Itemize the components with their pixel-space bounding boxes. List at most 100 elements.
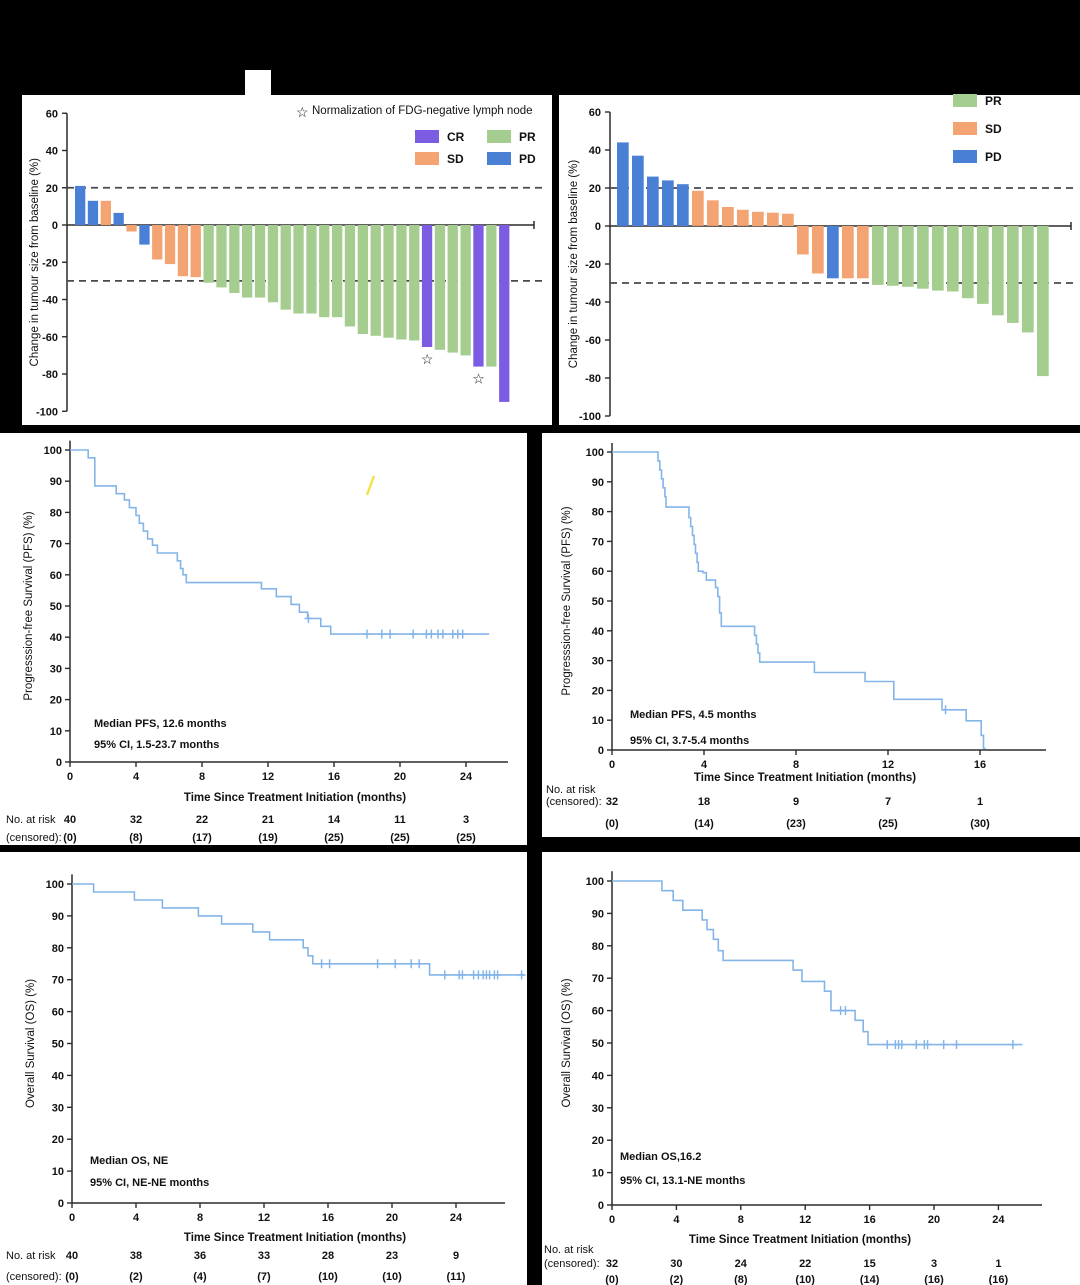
y-tick-label: 100 bbox=[586, 876, 604, 888]
risk-count: 38 bbox=[130, 1250, 142, 1262]
x-tick-label: 8 bbox=[197, 1212, 203, 1224]
y-tick-label: 40 bbox=[50, 632, 62, 644]
bar-pd bbox=[139, 225, 150, 245]
bar-pr bbox=[447, 225, 458, 353]
x-tick-label: 0 bbox=[609, 759, 615, 771]
y-tick-label: -60 bbox=[42, 332, 58, 344]
legend-note-star-icon: ☆ bbox=[296, 104, 309, 120]
censored-count: (25) bbox=[878, 818, 898, 830]
y-tick-label: 90 bbox=[592, 477, 604, 489]
legend-swatch-pr bbox=[953, 94, 977, 107]
y-tick-label: 10 bbox=[50, 726, 62, 738]
y-tick-label: -100 bbox=[579, 411, 601, 423]
bar-pr bbox=[267, 225, 279, 303]
bar-sd bbox=[152, 225, 163, 260]
risk-count: 40 bbox=[64, 814, 76, 826]
y-tick-label: 40 bbox=[46, 146, 58, 158]
legend-label-pd: PD bbox=[985, 150, 1002, 164]
y-tick-label: 20 bbox=[589, 183, 601, 195]
bar-pr bbox=[460, 225, 471, 356]
x-tick-label: 16 bbox=[322, 1212, 334, 1224]
y-tick-label: 10 bbox=[592, 715, 604, 727]
risk-count: 9 bbox=[453, 1250, 459, 1262]
x-tick-label: 16 bbox=[974, 759, 986, 771]
y-tick-label: 100 bbox=[586, 447, 604, 459]
bar-sd bbox=[752, 211, 764, 227]
legend-label-sd: SD bbox=[447, 152, 464, 166]
y-tick-label: -80 bbox=[585, 373, 601, 385]
risk-count: 22 bbox=[196, 814, 208, 826]
y-axis-label: Change in tumour size from baseline (%) bbox=[568, 160, 580, 369]
bar-pr bbox=[1007, 226, 1019, 323]
bar-pr bbox=[1037, 226, 1049, 377]
risk-count: 1 bbox=[995, 1258, 1001, 1270]
bar-pr bbox=[357, 225, 368, 334]
risk-count: 36 bbox=[194, 1250, 206, 1262]
y-axis-label: Progresssion-free Survival (PFS) (%) bbox=[23, 511, 35, 700]
y-tick-label: 10 bbox=[52, 1166, 64, 1178]
censored-count: (0) bbox=[605, 818, 619, 830]
censored-count: (2) bbox=[129, 1271, 143, 1283]
x-tick-label: 16 bbox=[328, 771, 340, 783]
y-tick-label: 50 bbox=[50, 601, 62, 613]
bar-pr bbox=[902, 226, 914, 287]
y-tick-label: 80 bbox=[50, 507, 62, 519]
risk-count: 28 bbox=[322, 1250, 334, 1262]
x-tick-label: 16 bbox=[863, 1214, 875, 1226]
risk-table-censored-label: (censored): bbox=[6, 832, 62, 844]
bar-pr bbox=[872, 226, 884, 285]
y-tick-label: 60 bbox=[52, 1007, 64, 1019]
bar-pr bbox=[947, 226, 959, 292]
risk-count: 40 bbox=[66, 1250, 78, 1262]
y-tick-label: 60 bbox=[50, 570, 62, 582]
y-axis-label: Overall Survival (OS) (%) bbox=[25, 979, 37, 1108]
legend-swatch-pd bbox=[953, 150, 977, 163]
legend-swatch-sd bbox=[415, 152, 439, 165]
median-annotation: Median PFS, 12.6 months bbox=[94, 718, 227, 730]
normalization-star-icon: ☆ bbox=[421, 351, 434, 367]
x-axis-label: Time Since Treatment Initiation (months) bbox=[689, 1234, 911, 1246]
bar-sd bbox=[126, 225, 137, 232]
y-tick-label: 30 bbox=[592, 656, 604, 668]
km-os-right-chart: 0 10 20 30 40 50 60 70 80 90 100 0 4 8 12 16 20 24 Median … bbox=[544, 871, 1042, 1285]
censored-count: (25) bbox=[456, 832, 476, 844]
y-tick-label: -40 bbox=[585, 297, 601, 309]
waterfall-left-panel: 60 40 20 0 -20 -40 -60 -80 -100 ☆ ☆ Change in tumou… bbox=[22, 95, 552, 425]
bar-pr bbox=[280, 225, 291, 310]
bar-cr bbox=[421, 225, 433, 347]
risk-count: 15 bbox=[863, 1258, 875, 1270]
legend-label-pd: PD bbox=[519, 152, 536, 166]
bar-sd bbox=[767, 212, 779, 226]
bar-pd bbox=[113, 212, 124, 225]
y-tick-label: 0 bbox=[598, 1200, 604, 1212]
y-tick-label: 70 bbox=[50, 539, 62, 551]
y-tick-label: 70 bbox=[52, 975, 64, 987]
risk-count: 9 bbox=[793, 796, 799, 808]
y-tick-label: 0 bbox=[595, 221, 601, 233]
y-tick-label: 30 bbox=[52, 1102, 64, 1114]
y-tick-label: 20 bbox=[52, 1134, 64, 1146]
y-tick-label: 30 bbox=[50, 663, 62, 675]
y-tick-label: 30 bbox=[592, 1103, 604, 1115]
y-tick-label: 50 bbox=[592, 596, 604, 608]
legend-label-cr: CR bbox=[447, 130, 465, 144]
bar-sd bbox=[797, 226, 809, 255]
y-tick-label: -100 bbox=[36, 406, 58, 418]
y-tick-label: 0 bbox=[598, 745, 604, 757]
censored-count: (10) bbox=[382, 1271, 402, 1283]
risk-count: 30 bbox=[670, 1258, 682, 1270]
yellow-artifact-mark bbox=[365, 475, 376, 496]
y-tick-label: 100 bbox=[46, 879, 64, 891]
km-pfs-left-panel: 0 10 20 30 40 50 60 70 80 90 100 0 4 8 12 16 20 24 Median … bbox=[0, 433, 527, 845]
y-tick-label: -60 bbox=[585, 335, 601, 347]
risk-table-label: No. at risk bbox=[546, 784, 596, 796]
y-tick-label: 60 bbox=[592, 1006, 604, 1018]
x-tick-label: 24 bbox=[992, 1214, 1005, 1226]
x-tick-label: 0 bbox=[69, 1212, 75, 1224]
censored-count: (16) bbox=[924, 1274, 944, 1285]
legend-swatch-pr bbox=[487, 130, 511, 143]
y-tick-label: 50 bbox=[592, 1038, 604, 1050]
ci-annotation: 95% CI, NE-NE months bbox=[90, 1177, 209, 1189]
y-tick-label: 80 bbox=[592, 941, 604, 953]
